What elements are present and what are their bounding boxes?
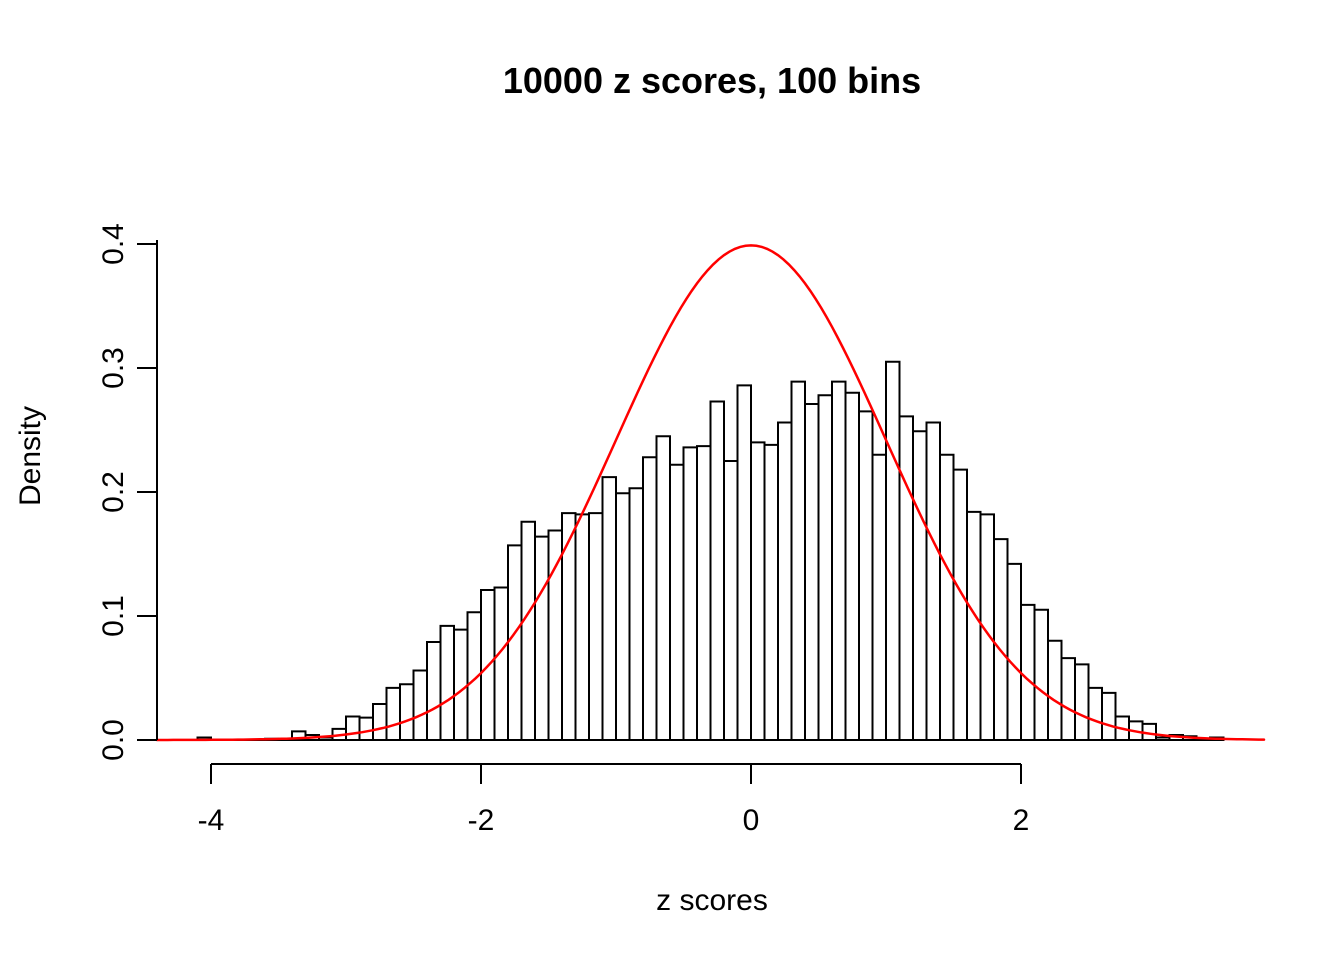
histogram-bar <box>736 384 752 741</box>
x-axis-ticks: -4 -2 0 2 <box>198 764 1030 837</box>
y-tick-label: 0.1 <box>97 595 130 637</box>
histogram-bar <box>763 443 779 741</box>
histogram-bar <box>345 715 361 741</box>
histogram-bars <box>196 360 1225 741</box>
histogram-bar <box>1074 663 1090 741</box>
histogram-bar <box>520 520 536 741</box>
y-tick-label: 0.3 <box>97 347 130 389</box>
histogram-bar <box>453 628 469 741</box>
histogram-bar <box>777 421 793 741</box>
histogram-bar <box>358 716 374 741</box>
histogram-bar <box>804 402 820 741</box>
histogram-bar <box>1047 639 1063 741</box>
histogram-bar <box>750 441 766 741</box>
chart-title: 10000 z scores, 100 bins <box>503 60 921 101</box>
histogram-bar <box>561 512 577 741</box>
histogram-bar <box>831 380 847 741</box>
histogram-bar <box>790 380 806 741</box>
histogram-bar <box>588 512 604 741</box>
normal-density-curve <box>155 244 1266 742</box>
histogram-bar <box>844 391 860 741</box>
normal-curve-line <box>155 244 1266 742</box>
y-axis-ticks: 0.0 0.1 0.2 0.3 0.4 <box>97 223 157 761</box>
histogram-bar <box>817 394 833 741</box>
histogram-bar <box>682 446 698 741</box>
histogram-bar <box>601 476 617 741</box>
histogram-bar <box>628 487 644 741</box>
y-tick-label: 0.4 <box>97 223 130 265</box>
y-axis: 0.0 0.1 0.2 0.3 0.4 <box>97 223 158 761</box>
histogram-bar <box>1006 562 1022 741</box>
histogram-bar <box>993 538 1009 741</box>
histogram-bar <box>1101 691 1117 741</box>
histogram-bar <box>952 468 968 741</box>
x-tick-label: 0 <box>743 804 760 837</box>
histogram-bar <box>426 641 442 741</box>
histogram-bar <box>696 445 712 741</box>
histogram-bar <box>912 430 928 741</box>
histogram-bar <box>709 400 725 741</box>
y-tick-label: 0.0 <box>97 719 130 761</box>
y-tick-label: 0.2 <box>97 471 130 513</box>
histogram-bar <box>399 683 415 741</box>
histogram-bar <box>493 586 509 741</box>
x-tick-label: -2 <box>468 804 495 837</box>
x-axis: -4 -2 0 2 <box>198 763 1030 837</box>
histogram-bar <box>1033 608 1049 741</box>
x-axis-title: z scores <box>656 884 768 917</box>
histogram-bar <box>1141 722 1157 741</box>
histogram-bar <box>534 535 550 741</box>
histogram-bar <box>1060 657 1076 741</box>
x-tick-label: 2 <box>1013 804 1030 837</box>
histogram-bar <box>871 453 887 741</box>
histogram-bar <box>642 456 658 741</box>
histogram-bar <box>885 360 901 741</box>
histogram-bar <box>858 410 874 741</box>
histogram-bar <box>1087 686 1103 741</box>
histogram-bar <box>385 686 401 741</box>
y-axis-title: Density <box>14 406 47 506</box>
histogram-bar <box>615 492 631 741</box>
histogram-bar <box>939 453 955 741</box>
histogram-bar <box>979 513 995 741</box>
histogram-bar <box>966 510 982 741</box>
histogram-bar <box>723 460 739 741</box>
histogram-bar <box>412 669 428 741</box>
histogram-bar <box>1155 736 1171 741</box>
histogram-bar <box>507 544 523 741</box>
histogram-bar <box>574 513 590 741</box>
histogram-bar <box>669 463 685 741</box>
histogram-bar <box>898 415 914 741</box>
histogram-bar <box>925 421 941 741</box>
histogram-bar <box>655 435 671 741</box>
x-tick-label: -4 <box>198 804 225 837</box>
histogram-bar <box>547 529 563 741</box>
histogram-bar <box>439 624 455 741</box>
histogram-bar <box>1020 603 1036 741</box>
histogram-bar <box>372 703 388 741</box>
